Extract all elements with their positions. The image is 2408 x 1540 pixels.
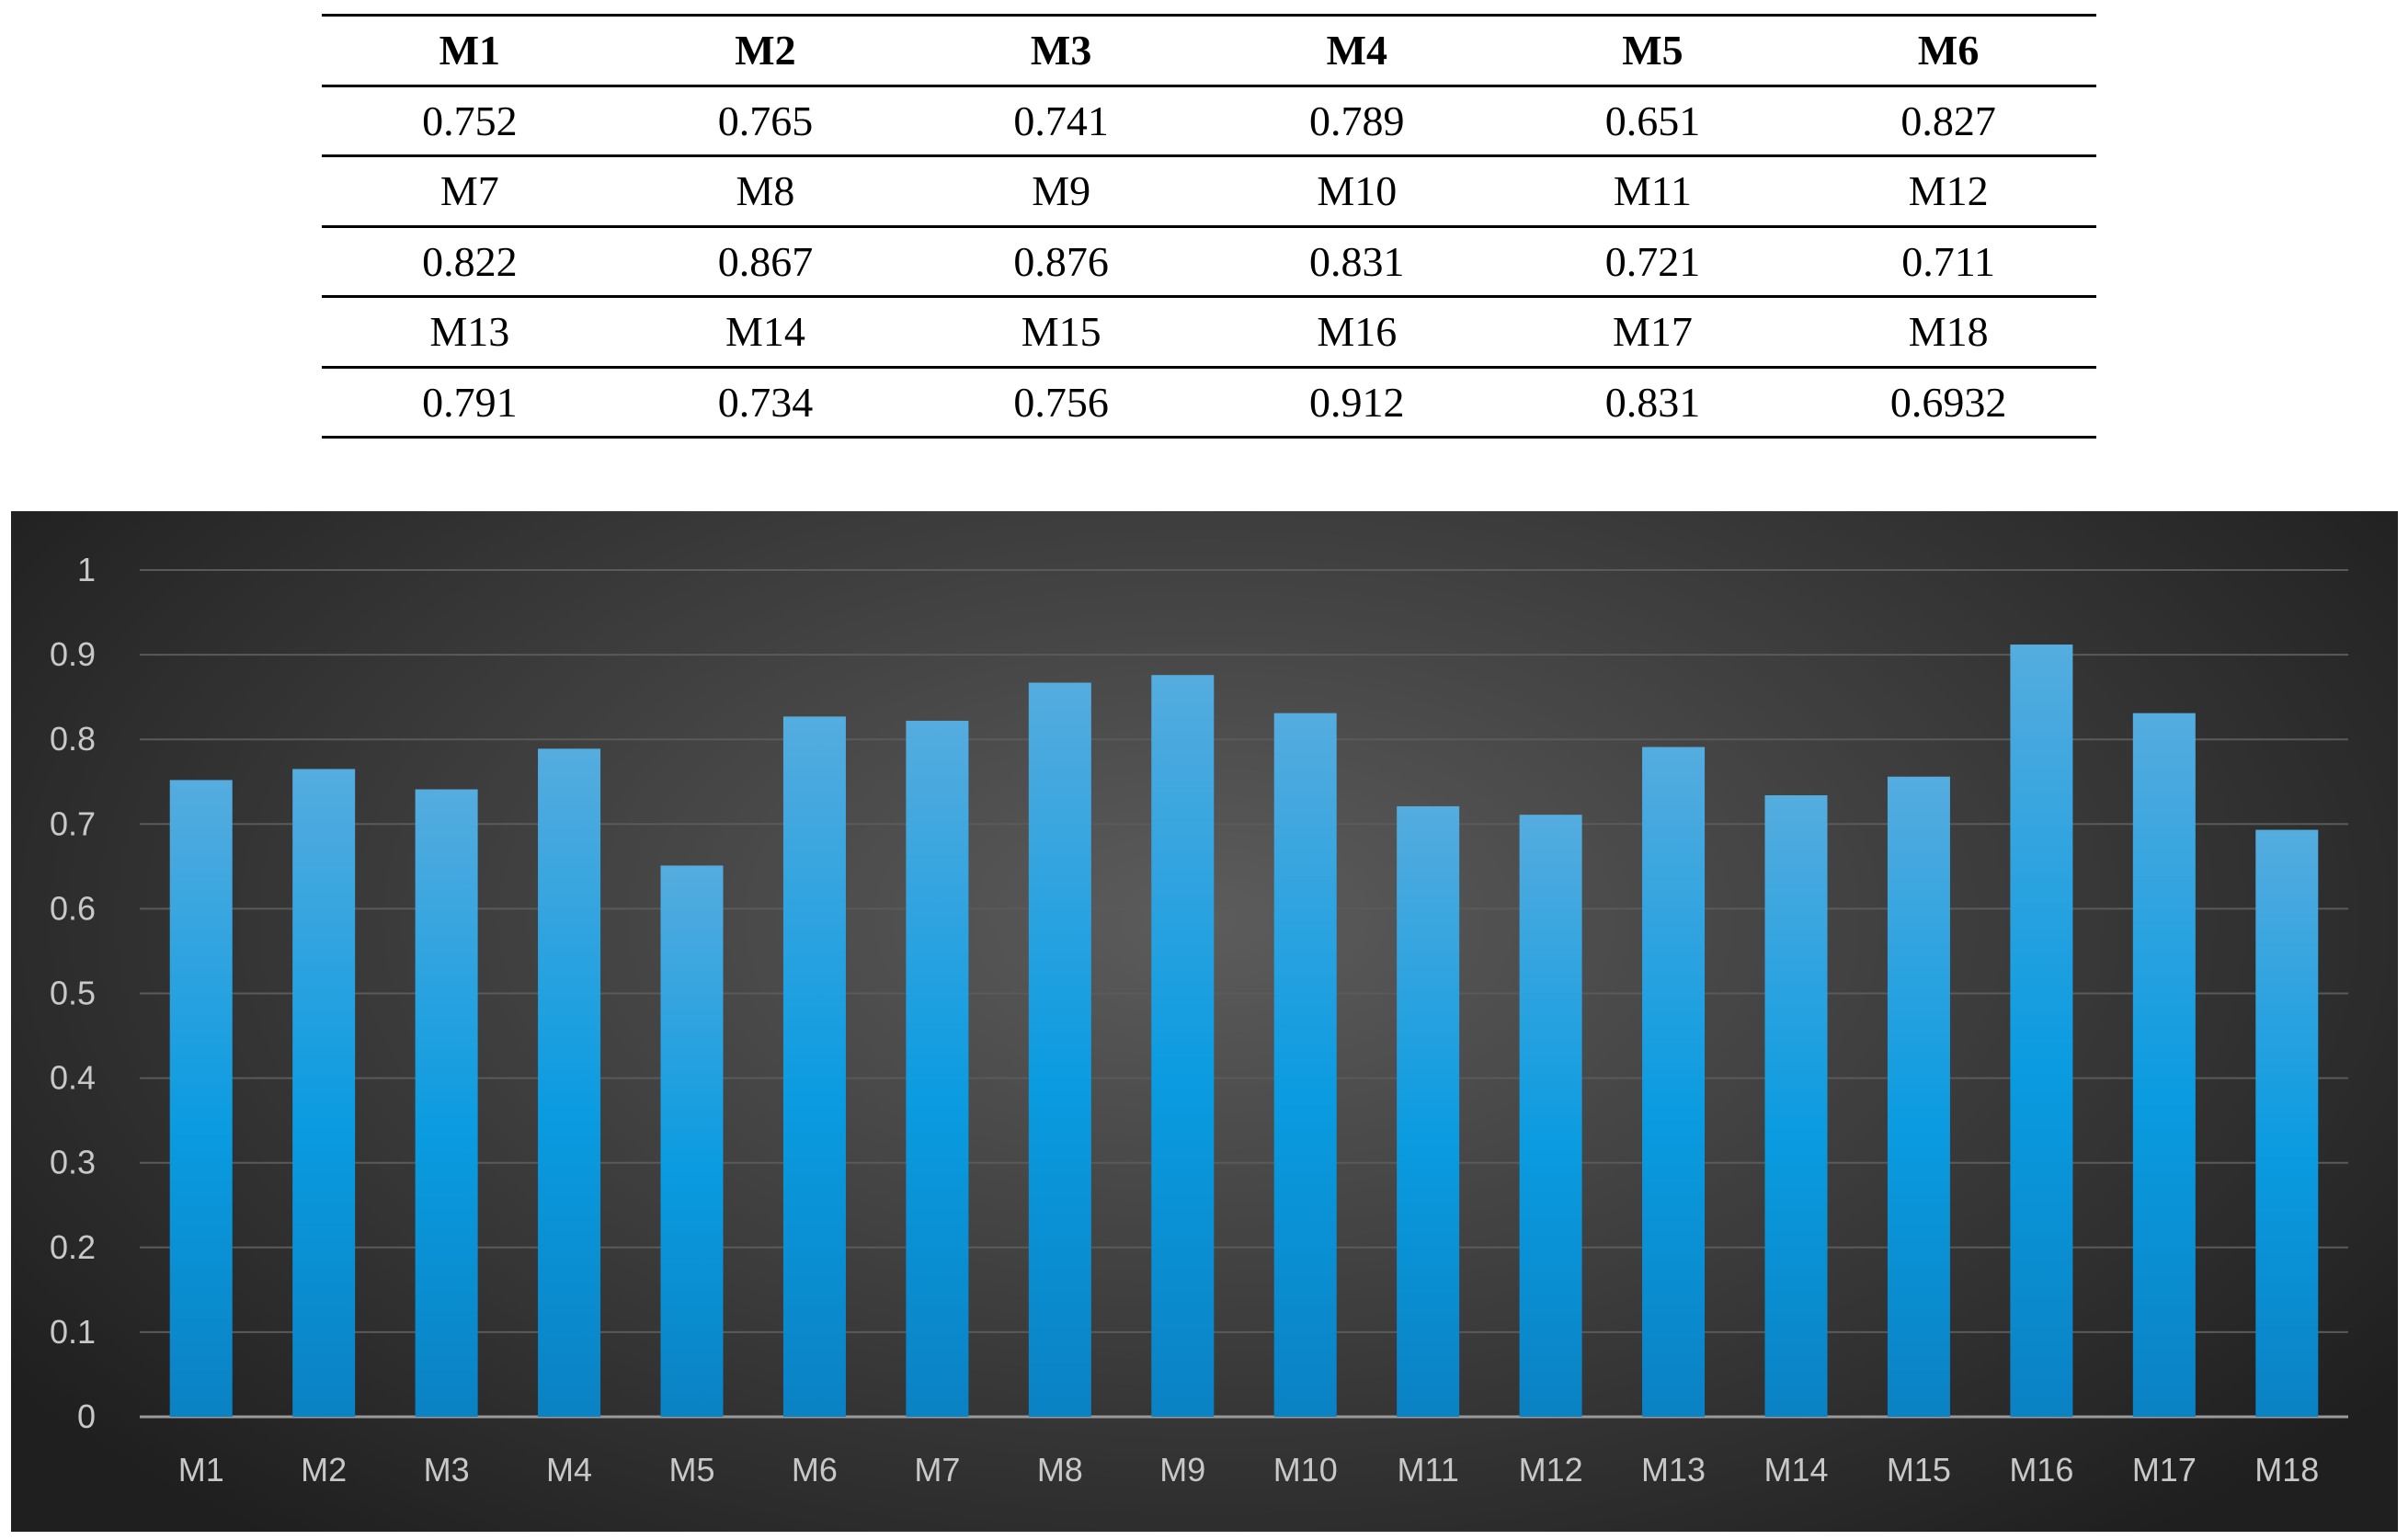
table-cell-label: M4 (1208, 14, 1505, 87)
x-tick-label: M1 (178, 1451, 224, 1489)
x-tick-label: M13 (1641, 1451, 1706, 1489)
bar-m17 (2132, 713, 2196, 1417)
table-label-row: M1 M2 M3 M4 M5 M6 (322, 14, 2096, 87)
table-cell-label: M3 (913, 14, 1209, 87)
table-cell-value: 0.721 (1504, 226, 1801, 298)
x-tick-label: M5 (668, 1451, 714, 1489)
table-cell-label: M15 (913, 296, 1209, 369)
y-tick-label: 0.2 (50, 1228, 96, 1266)
table-cell-value: 0.789 (1208, 86, 1505, 157)
bar-m2 (292, 769, 356, 1417)
y-tick-label: 1 (77, 551, 96, 588)
table-cell-value: 0.711 (1800, 226, 2096, 298)
table-value-row: 0.752 0.765 0.741 0.789 0.651 0.827 (322, 86, 2096, 157)
bar-m18 (2255, 829, 2319, 1417)
y-tick-label: 0.7 (50, 804, 96, 842)
table-cell-label: M5 (1504, 14, 1801, 87)
bar-chart-panel: 0 0.1 0.2 0.3 0.4 0.5 0.6 0.7 0.8 0.9 1 M1 M2 M3 M4 M5… (11, 511, 2398, 1532)
table-cell-label: M10 (1208, 155, 1505, 228)
table-cell-value: 0.741 (913, 86, 1209, 157)
table-cell-value: 0.831 (1504, 367, 1801, 439)
bar-m4 (538, 748, 601, 1417)
table-cell-value: 0.867 (617, 226, 914, 298)
bars (169, 645, 2319, 1417)
table-label-row: M7 M8 M9 M10 M11 M12 (322, 155, 2096, 228)
gridlines (140, 569, 2348, 1419)
table-label-row: M13 M14 M15 M16 M17 M18 (322, 296, 2096, 369)
bar-m6 (782, 716, 846, 1417)
table-cell-value: 0.912 (1208, 367, 1505, 439)
x-tick-label: M10 (1273, 1451, 1338, 1489)
y-tick-label: 0.1 (50, 1313, 96, 1351)
x-tick-label: M4 (546, 1451, 592, 1489)
y-tick-label: 0.8 (50, 720, 96, 758)
results-table: M1 M2 M3 M4 M5 M6 0.752 0.765 0.741 0.78… (322, 14, 2096, 439)
table-cell-label: M18 (1800, 296, 2096, 369)
x-axis-ticks: M1 M2 M3 M4 M5 M6 M7 M8 M9 M10 M11 M12 M13 M14 M15 M16 M… (178, 1451, 2320, 1489)
table-cell-label: M13 (322, 296, 618, 369)
bar-m9 (1151, 675, 1215, 1417)
x-tick-label: M6 (792, 1451, 838, 1489)
table-cell-label: M11 (1504, 155, 1801, 228)
bar-m11 (1397, 805, 1460, 1417)
x-tick-label: M16 (2009, 1451, 2073, 1489)
x-tick-label: M15 (1887, 1451, 1951, 1489)
table-cell-label: M9 (913, 155, 1209, 228)
bar-m14 (1764, 794, 1828, 1417)
x-tick-label: M8 (1037, 1451, 1083, 1489)
x-tick-label: M11 (1397, 1451, 1458, 1489)
y-tick-label: 0.3 (50, 1144, 96, 1181)
bar-m16 (2010, 645, 2073, 1417)
table-cell-label: M12 (1800, 155, 2096, 228)
table-cell-value: 0.876 (913, 226, 1209, 298)
table-value-row: 0.791 0.734 0.756 0.912 0.831 0.6932 (322, 367, 2096, 439)
x-tick-label: M9 (1159, 1451, 1205, 1489)
x-tick-label: M2 (301, 1451, 347, 1489)
x-tick-label: M3 (424, 1451, 470, 1489)
table-cell-value: 0.831 (1208, 226, 1505, 298)
table-cell-value: 0.651 (1504, 86, 1801, 157)
y-axis-ticks: 0 0.1 0.2 0.3 0.4 0.5 0.6 0.7 0.8 0.9 1 (50, 551, 96, 1435)
table-cell-value: 0.756 (913, 367, 1209, 439)
bar-m15 (1887, 776, 1950, 1417)
y-tick-label: 0 (77, 1397, 96, 1435)
table-cell-value: 0.822 (322, 226, 618, 298)
table-cell-value: 0.752 (322, 86, 618, 157)
bar-m10 (1273, 713, 1337, 1417)
x-tick-label: M7 (914, 1451, 960, 1489)
x-tick-label: M14 (1763, 1451, 1828, 1489)
table-cell-label: M2 (617, 14, 914, 87)
bar-m3 (415, 789, 478, 1417)
bar-m1 (169, 780, 233, 1417)
y-tick-label: 0.5 (50, 975, 96, 1012)
table-value-row: 0.822 0.867 0.876 0.831 0.721 0.711 (322, 226, 2096, 298)
table-cell-label: M16 (1208, 296, 1505, 369)
bar-m13 (1642, 747, 1706, 1417)
bar-m5 (660, 865, 724, 1417)
y-tick-label: 0.6 (50, 889, 96, 927)
y-tick-label: 0.9 (50, 635, 96, 673)
table-cell-label: M17 (1504, 296, 1801, 369)
x-tick-label: M12 (1519, 1451, 1583, 1489)
table-cell-value: 0.765 (617, 86, 914, 157)
bar-m7 (906, 720, 969, 1417)
bar-m12 (1519, 815, 1582, 1417)
x-tick-label: M17 (2132, 1451, 2197, 1489)
table-cell-value: 0.6932 (1800, 367, 2096, 439)
table-cell-value: 0.734 (617, 367, 914, 439)
table-cell-label: M14 (617, 296, 914, 369)
bar-chart: 0 0.1 0.2 0.3 0.4 0.5 0.6 0.7 0.8 0.9 1 M1 M2 M3 M4 M5… (50, 551, 2348, 1489)
table-cell-label: M1 (322, 14, 618, 87)
x-tick-label: M18 (2254, 1451, 2319, 1489)
table-cell-label: M8 (617, 155, 914, 228)
y-tick-label: 0.4 (50, 1059, 96, 1097)
table-cell-value: 0.791 (322, 367, 618, 439)
table-cell-label: M6 (1800, 14, 2096, 87)
table-cell-label: M7 (322, 155, 618, 228)
table-cell-value: 0.827 (1800, 86, 2096, 157)
bar-m8 (1028, 682, 1091, 1417)
